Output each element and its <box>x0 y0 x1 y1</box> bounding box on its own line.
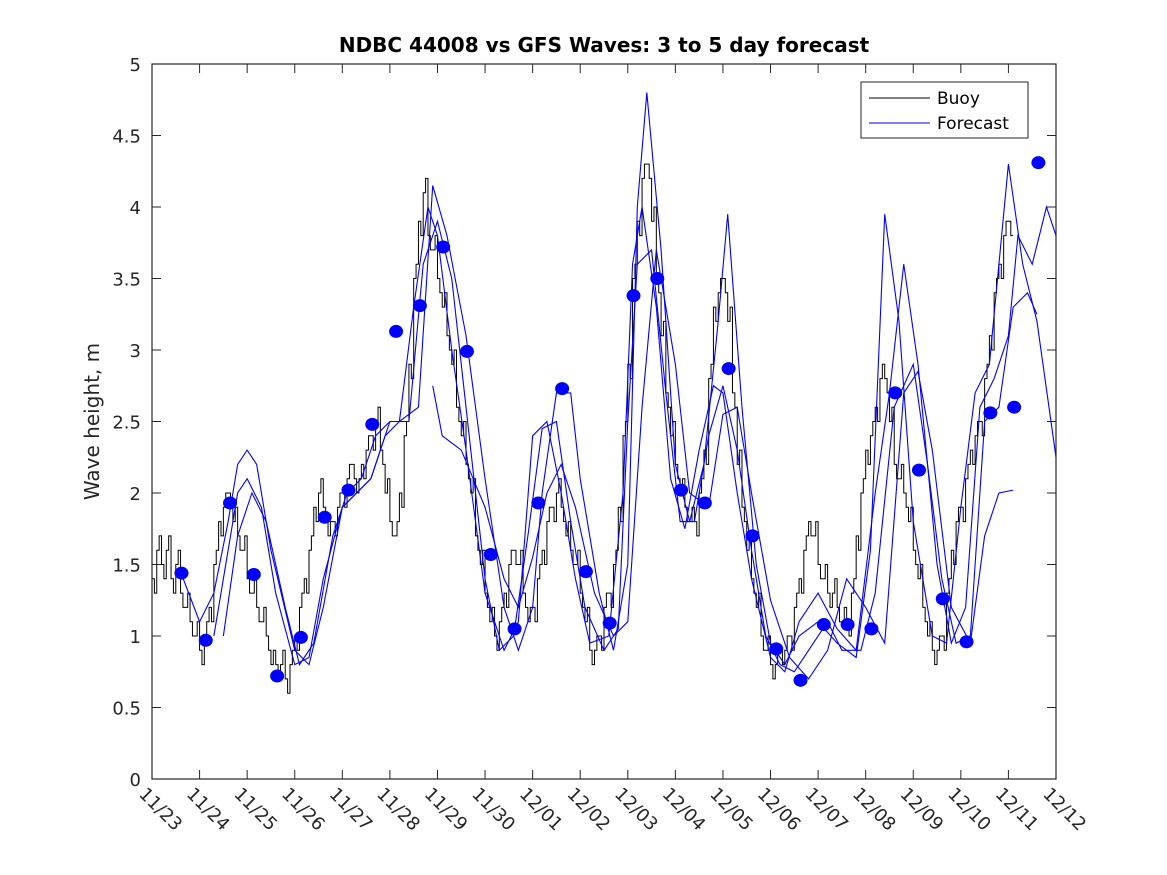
forecast-marker <box>341 483 356 497</box>
forecast-marker <box>697 496 712 510</box>
y-tick-label: 3.5 <box>112 270 141 291</box>
y-tick-label: 2.5 <box>112 413 141 434</box>
forecast-marker <box>911 463 926 477</box>
legend-label-buoy: Buoy <box>937 89 980 109</box>
forecast-marker <box>293 630 308 644</box>
chart-title: NDBC 44008 vs GFS Waves: 3 to 5 day fore… <box>339 33 870 57</box>
forecast-marker <box>721 362 736 376</box>
forecast-marker <box>412 299 427 313</box>
forecast-marker <box>317 510 332 524</box>
series-line-forecast <box>213 205 1056 673</box>
forecast-marker <box>602 616 617 630</box>
y-tick-label: 1 <box>130 627 141 648</box>
forecast-marker <box>888 386 903 400</box>
forecast-marker <box>935 592 950 606</box>
series-line-forecast <box>222 219 1038 673</box>
forecast-marker <box>1031 156 1046 170</box>
y-tick-label: 4 <box>130 198 141 219</box>
forecast-marker <box>531 496 546 510</box>
forecast-marker <box>650 272 665 285</box>
forecast-marker <box>555 382 570 396</box>
forecast-marker <box>483 547 498 561</box>
forecast-marker <box>840 618 855 632</box>
y-tick-label: 3 <box>130 341 141 362</box>
y-tick-label: 0.5 <box>112 699 141 720</box>
forecast-marker <box>223 496 238 510</box>
forecast-marker <box>745 529 760 543</box>
legend-box <box>860 81 1029 139</box>
forecast-marker <box>816 618 831 632</box>
forecast-marker <box>507 622 522 636</box>
y-tick-label: 4.5 <box>112 127 141 148</box>
forecast-marker <box>459 344 474 358</box>
forecast-marker <box>793 673 808 687</box>
forecast-marker <box>246 568 261 582</box>
forecast-marker <box>674 483 689 497</box>
forecast-marker <box>864 622 879 636</box>
y-tick-label: 2 <box>130 484 141 505</box>
y-axis: 0 0.5 1 1.5 2 2.5 3 3.5 4 4.5 5 <box>112 55 1056 791</box>
forecast-marker <box>436 240 451 254</box>
legend-label-forecast: Forecast <box>937 114 1009 134</box>
y-axis-label: Wave height, m <box>80 343 104 500</box>
series-line-forecast <box>432 249 1014 680</box>
y-tick-label: 1.5 <box>112 556 141 577</box>
plot-area <box>152 64 1056 779</box>
series-line-forecast <box>180 92 1056 666</box>
forecast-marker <box>626 289 641 303</box>
forecast-marker <box>578 565 593 579</box>
y-tick-label: 5 <box>130 55 141 76</box>
forecast-marker <box>959 635 974 649</box>
forecast-marker <box>769 642 784 656</box>
forecast-marker <box>198 633 213 647</box>
forecast-marker <box>365 417 380 431</box>
marker-layer <box>174 156 1046 687</box>
forecast-marker <box>389 324 404 338</box>
forecast-marker <box>983 406 998 420</box>
y-tick-label: 0 <box>130 770 141 791</box>
legend: Buoy Forecast <box>860 81 1029 139</box>
forecast-marker <box>270 669 285 683</box>
forecast-marker <box>1007 400 1022 414</box>
forecast-marker <box>174 566 189 580</box>
